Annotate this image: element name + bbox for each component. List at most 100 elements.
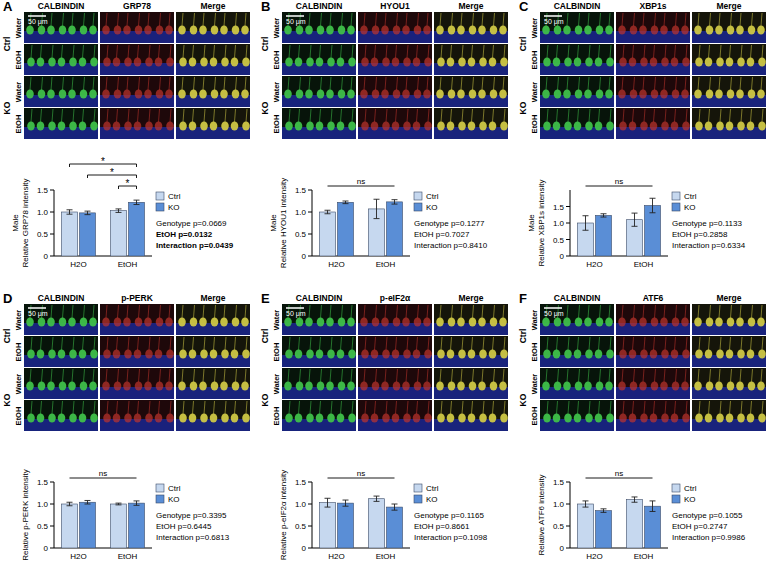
genotype-label: KO [518,101,528,114]
micrograph [616,400,690,431]
stat-annotation: Interaction p=0.9986 [672,533,746,542]
micrograph-dendrite [182,369,183,382]
micrograph-soma [381,25,389,34]
micrograph-soma [135,25,143,34]
micrograph [282,304,356,335]
micrograph-soma [326,317,334,326]
micrograph-soma [166,413,174,422]
micrograph-dendrite [118,13,119,26]
micrograph-dendrite [655,305,656,318]
micrograph-dendrite [588,13,589,26]
micrograph-soma [123,381,131,390]
micrograph-dendrite [386,45,387,58]
micrograph-soma [490,381,498,390]
bar [627,500,643,548]
micrograph-soma [424,57,432,66]
micrograph-dendrite [31,45,32,58]
micrograph-dendrite [634,77,635,90]
micrograph-soma [200,349,208,358]
micrograph [358,108,432,139]
micrograph-dendrite [504,401,505,414]
legend-label: Ctrl [684,484,697,493]
micrograph-dendrite [558,369,559,382]
micrograph-soma [166,349,174,358]
micrograph-soma [381,381,389,390]
error-bar [650,501,656,512]
micrograph [434,44,508,75]
micrograph-soma [469,25,477,34]
micrograph-soma [553,121,561,130]
channel-label: ATF6 [643,293,664,303]
micrograph-dendrite [309,13,310,26]
micrograph-soma [231,349,239,358]
micrograph-dendrite [299,337,300,350]
micrograph-dendrite [182,13,183,26]
micrograph-soma [424,121,432,130]
micrograph-soma [639,89,647,98]
micrograph-dendrite [610,109,611,122]
micrograph-soma [575,25,583,34]
micrograph-dendrite [246,401,247,414]
micrograph-soma [59,89,67,98]
y-tick [308,212,312,213]
micrograph-dendrite [83,109,84,122]
micrograph-soma [639,25,647,34]
micrograph-soma [727,89,735,98]
micrograph-soma [640,57,648,66]
micrograph-soma [478,317,486,326]
micrograph [24,336,98,367]
micrograph-soma [423,25,431,34]
micrograph-soma [392,349,400,358]
micrograph-dendrite [685,13,686,26]
micrograph-soma [489,121,497,130]
micrograph-dendrite [138,337,139,350]
y-tick-label: 1.5 [295,186,307,195]
micrograph-dendrite [579,13,580,26]
micrograph-dendrite [740,369,741,382]
micrograph-dendrite [451,337,452,350]
micrograph-soma [145,349,153,358]
bar [111,504,127,548]
micrograph-soma [348,57,356,66]
micrograph-soma [672,89,680,98]
micrograph-dendrite [194,13,195,26]
micrograph-soma [640,413,648,422]
micrograph-dendrite [203,77,204,90]
micrograph-dendrite [623,45,624,58]
micrograph-dendrite [245,305,246,318]
treatment-label: Water [272,82,281,103]
micrograph-soma [671,121,679,130]
micrograph-dendrite [245,13,246,26]
y-tick-label: 1.0 [553,219,565,228]
micrograph-dendrite [215,369,216,382]
micrograph-soma [489,349,497,358]
micrograph-soma [694,89,702,98]
micrograph-dendrite [148,305,149,318]
micrograph-soma [90,57,98,66]
y-axis-title: Relative p-PERK intensity [21,469,30,561]
micrograph-soma [306,413,314,422]
micrograph-dendrite [428,109,429,122]
micrograph-dendrite [462,45,463,58]
micrograph-soma [448,381,456,390]
micrograph-soma [736,25,744,34]
micrograph-soma [211,317,219,326]
micrograph-dendrite [52,45,53,58]
micrograph-dendrite [504,337,505,350]
error-bar [343,201,349,204]
micrograph-soma [165,89,173,98]
micrograph [282,368,356,399]
y-tick-label: 1.0 [295,500,307,509]
micrograph-dendrite [94,109,95,122]
micrograph-soma [47,317,55,326]
micrograph-dendrite [483,109,484,122]
legend-label: KO [426,203,438,212]
micrograph-dendrite [320,45,321,58]
micrograph-soma [479,57,487,66]
micrograph-soma [448,25,456,34]
micrograph-dendrite [159,401,160,414]
stat-annotation: Genotype p=0.1277 [414,219,485,228]
micrograph-soma [757,381,765,390]
stat-annotation: Interaction p=0.6334 [672,241,746,250]
micrograph-soma [326,25,334,34]
